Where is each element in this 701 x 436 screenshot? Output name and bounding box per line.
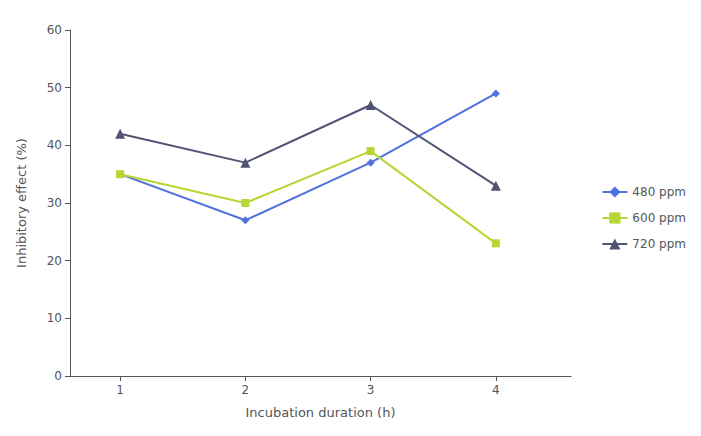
svg-text:40: 40 [47, 138, 62, 152]
svg-text:3: 3 [367, 383, 375, 397]
svg-text:0: 0 [54, 369, 62, 383]
svg-text:50: 50 [47, 81, 62, 95]
svg-text:60: 60 [47, 23, 62, 37]
svg-text:2: 2 [242, 383, 250, 397]
svg-text:Inhibitory effect (%): Inhibitory effect (%) [14, 138, 29, 268]
svg-text:720 ppm: 720 ppm [632, 237, 686, 251]
svg-text:20: 20 [47, 254, 62, 268]
svg-text:1: 1 [116, 383, 124, 397]
svg-text:4: 4 [492, 383, 500, 397]
svg-text:600 ppm: 600 ppm [632, 211, 686, 225]
svg-text:10: 10 [47, 311, 62, 325]
svg-text:480 ppm: 480 ppm [632, 185, 686, 199]
svg-text:30: 30 [47, 196, 62, 210]
svg-text:Incubation duration (h): Incubation duration (h) [246, 405, 396, 420]
